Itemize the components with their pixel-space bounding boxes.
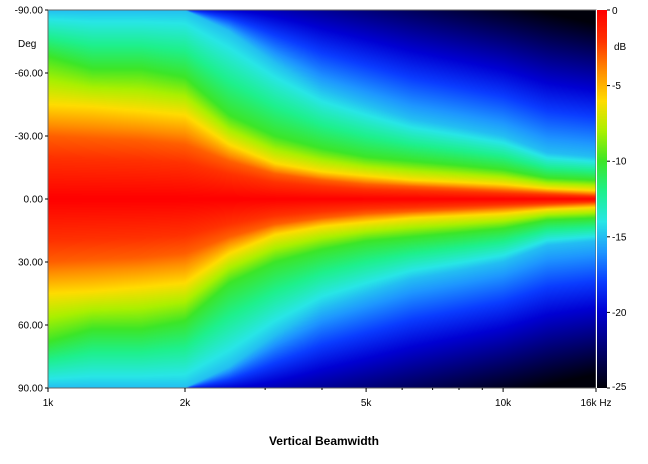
- colorbar-tick-label-4: -20: [612, 308, 627, 319]
- x-axis: 1k 2k 5k 10k 16k Hz: [43, 388, 612, 409]
- y-tick-label-1: -60.00: [15, 69, 44, 80]
- heatmap-canvas-holder: [48, 10, 596, 388]
- y-tick-label-0: -90.00: [15, 6, 44, 17]
- x-tick-label-0: 1k: [43, 398, 55, 409]
- colorbar-tick-label-5: -25: [612, 382, 627, 393]
- y-tick-label-4: 30.00: [18, 258, 43, 269]
- x-tick-label-3: 10k: [495, 398, 512, 409]
- colorbar-tick-label-2: -10: [612, 157, 627, 168]
- y-tick-label-6: 90.00: [18, 384, 43, 395]
- plot-area: [47, 9, 597, 389]
- y-axis-unit: Deg: [18, 39, 36, 50]
- colorbar-tick-label-0: 0: [612, 6, 618, 17]
- x-tick-label-2: 5k: [361, 398, 373, 409]
- x-tick-label-1: 2k: [180, 398, 192, 409]
- colorbar-tick-label-3: -15: [612, 232, 627, 243]
- x-tick-label-4: 16k Hz: [580, 398, 611, 409]
- y-tick-label-2: -30.00: [15, 132, 44, 143]
- colorbar-axis: 0 -5 -10 -15 -20 -25: [607, 6, 627, 393]
- y-axis: -90.00 -60.00 -30.00 0.00 30.00 60.00 90.00: [15, 6, 48, 395]
- colorbar-canvas-holder: [597, 10, 607, 388]
- y-tick-label-5: 60.00: [18, 321, 43, 332]
- chart-title: Vertical Beamwidth: [268, 434, 380, 448]
- colorbar-tick-label-1: -5: [612, 81, 621, 92]
- colorbar-unit: dB: [614, 42, 627, 53]
- y-tick-label-3: 0.00: [24, 195, 44, 206]
- colorbar-gradient: [597, 10, 607, 388]
- colorbar: [596, 10, 607, 388]
- heatmap: [48, 10, 596, 388]
